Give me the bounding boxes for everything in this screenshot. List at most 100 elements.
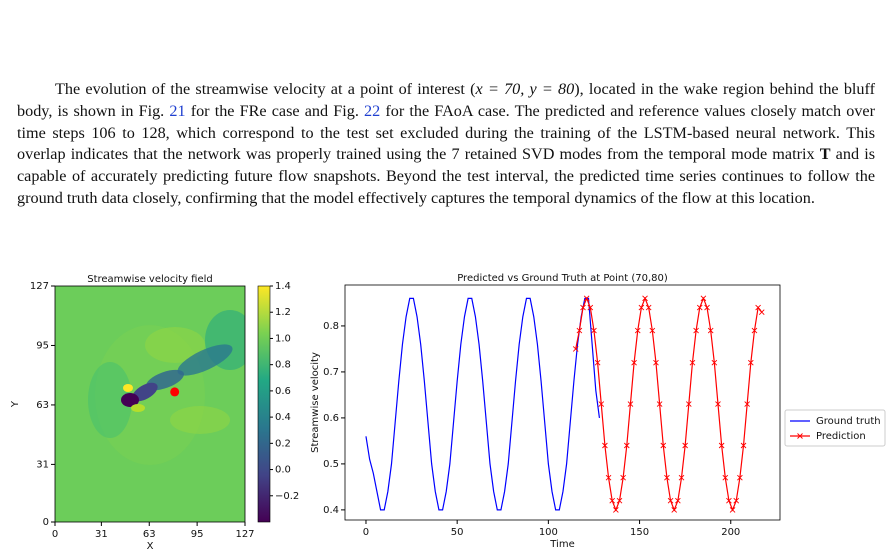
data-marker xyxy=(696,304,703,311)
data-marker xyxy=(755,304,761,311)
colorbar-tick-label: 1.2 xyxy=(275,307,291,318)
colorbar-tick-label: 0.2 xyxy=(275,438,291,449)
plot-frame xyxy=(54,285,246,523)
data-marker xyxy=(605,474,612,481)
data-marker xyxy=(718,442,725,449)
data-marker xyxy=(631,359,637,366)
data-marker xyxy=(656,401,663,407)
y-tick-label: 0.5 xyxy=(323,459,339,470)
data-marker xyxy=(664,474,670,481)
text-run: ), located in the wake region behind the… xyxy=(17,80,876,120)
plot-frame xyxy=(344,284,781,521)
data-marker xyxy=(645,304,652,311)
text-run: for the FRe case and Fig. xyxy=(185,101,365,120)
data-marker xyxy=(634,327,641,334)
data-marker xyxy=(613,507,619,513)
y-tick-label: 127 xyxy=(30,281,49,292)
text-run: The evolution of the streamwise velocity… xyxy=(55,80,476,98)
data-marker xyxy=(627,401,634,407)
colorbar-tick-label: 1.0 xyxy=(275,333,291,344)
data-marker xyxy=(715,401,721,407)
chart-title: Streamwise velocity field xyxy=(87,274,213,285)
legend-box xyxy=(784,409,886,447)
data-marker xyxy=(609,497,616,504)
data-marker xyxy=(700,295,707,302)
math: x = 70, y = 80 xyxy=(475,80,575,98)
data-marker xyxy=(711,359,718,366)
data-marker xyxy=(685,401,692,407)
y-tick-label: 0 xyxy=(43,517,49,528)
data-marker xyxy=(620,474,626,481)
x-tick-label: 200 xyxy=(721,527,740,538)
x-tick-label: 50 xyxy=(451,527,464,538)
field-blob xyxy=(131,404,145,412)
field-blob xyxy=(145,327,205,363)
point-of-interest xyxy=(170,387,180,397)
colorbar-tick-label: 0.0 xyxy=(275,465,291,476)
figure-ref[interactable]: 22 xyxy=(364,101,381,120)
y-tick-label: 0.6 xyxy=(323,413,339,424)
data-marker xyxy=(587,304,594,311)
data-marker xyxy=(704,304,710,311)
legend-label: Prediction xyxy=(816,431,866,442)
data-marker xyxy=(733,497,740,504)
data-marker xyxy=(667,497,674,504)
x-tick-label: 150 xyxy=(630,527,649,538)
series-line xyxy=(365,297,601,511)
velocity-field xyxy=(55,286,245,522)
chart-title: Predicted vs Ground Truth at Point (70,8… xyxy=(457,273,668,284)
colorbar-tick-label: 0.8 xyxy=(275,360,291,371)
data-marker xyxy=(572,346,579,352)
x-tick-label: 127 xyxy=(235,529,254,540)
data-marker xyxy=(594,359,601,366)
data-marker xyxy=(591,327,597,334)
y-tick-label: 31 xyxy=(36,459,49,470)
data-marker xyxy=(729,507,736,513)
legend-marker xyxy=(797,433,803,439)
data-marker xyxy=(675,497,681,504)
x-tick-label: 0 xyxy=(363,527,369,538)
data-marker xyxy=(671,507,678,513)
field-blob xyxy=(121,393,139,407)
series-line xyxy=(575,296,763,512)
data-marker xyxy=(693,327,699,334)
colorbar-tick-label: 0.4 xyxy=(275,412,291,423)
data-marker xyxy=(747,359,754,366)
data-marker xyxy=(649,327,656,334)
data-marker xyxy=(726,497,732,504)
data-marker xyxy=(722,474,729,481)
field-blob xyxy=(123,384,133,392)
data-marker xyxy=(576,327,583,334)
y-axis-label: Y xyxy=(10,400,21,408)
field-blob xyxy=(170,406,230,434)
x-tick-label: 100 xyxy=(539,527,558,538)
data-marker xyxy=(623,442,630,449)
figure-ref[interactable]: 21 xyxy=(169,101,186,120)
data-marker xyxy=(707,327,714,334)
bold-symbol: T xyxy=(819,145,831,164)
data-marker xyxy=(660,442,667,449)
y-axis-label: Streamwise velocity xyxy=(310,352,321,453)
data-marker xyxy=(580,304,586,311)
field-blob xyxy=(132,382,158,402)
x-tick-label: 31 xyxy=(95,529,108,540)
colorbar-tick-label: 1.4 xyxy=(275,281,291,292)
data-marker xyxy=(678,474,685,481)
x-axis-label: X xyxy=(147,541,154,552)
data-marker xyxy=(616,497,623,504)
x-tick-label: 95 xyxy=(191,529,204,540)
y-tick-label: 63 xyxy=(36,400,49,411)
data-marker xyxy=(598,401,605,407)
colorbar-tick-label: 0.6 xyxy=(275,386,291,397)
paragraph: The evolution of the streamwise velocity… xyxy=(17,79,875,210)
data-marker xyxy=(602,442,608,449)
data-marker xyxy=(638,304,645,311)
y-tick-label: 0.4 xyxy=(323,505,339,516)
data-marker xyxy=(737,474,743,481)
colorbar-tick-label: −0.2 xyxy=(275,491,299,502)
data-marker xyxy=(583,295,590,302)
colorbar xyxy=(257,285,271,523)
data-marker xyxy=(740,442,747,449)
data-marker xyxy=(689,359,696,366)
